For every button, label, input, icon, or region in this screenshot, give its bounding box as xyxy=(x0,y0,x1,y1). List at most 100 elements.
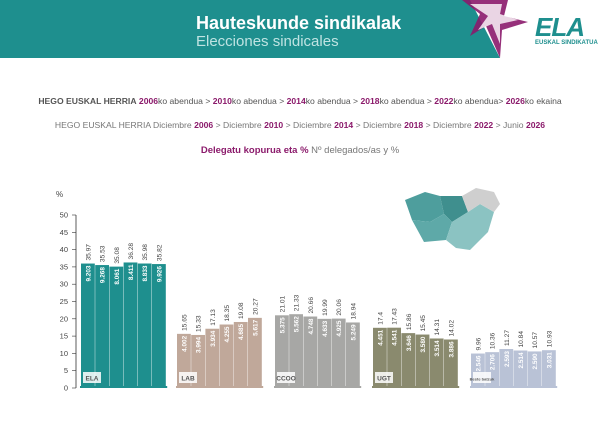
timeline-month: ko ekaina xyxy=(524,96,562,106)
bar-delegates-label: 3.994 xyxy=(196,337,203,353)
bar-delegates-label: 2.514 xyxy=(518,352,525,368)
y-tick-label: 0 xyxy=(64,384,68,393)
bar xyxy=(303,316,318,388)
ela-logo: ELA xyxy=(535,12,585,42)
timeline-separator: > xyxy=(423,120,433,130)
group-logo-box xyxy=(375,372,393,383)
timeline-year: 2010 xyxy=(264,120,284,130)
timeline-year: 2006 xyxy=(138,96,159,106)
timeline-separator: > xyxy=(353,120,363,130)
bar-percent-label: 36.28 xyxy=(128,243,135,260)
bar xyxy=(527,351,542,388)
y-tick-label: 20 xyxy=(60,314,68,323)
group-logo-lab: LAB xyxy=(181,376,195,383)
y-tick-label: 40 xyxy=(60,245,68,254)
timeline-month: ko abendua xyxy=(453,96,499,106)
y-tick-label: 25 xyxy=(60,297,68,306)
bar xyxy=(248,317,262,388)
bar xyxy=(444,339,458,388)
bar-percent-label: 20.27 xyxy=(252,298,259,315)
y-tick-label: 35 xyxy=(60,262,68,271)
timeline-year: 2022 xyxy=(474,120,494,130)
bar-percent-label: 14.02 xyxy=(448,320,455,337)
bar xyxy=(401,333,416,388)
bar-delegates-label: 4.002 xyxy=(181,335,188,351)
timeline-spanish: HEGO EUSKAL HERRIA Diciembre 2006 > Dici… xyxy=(0,120,600,130)
page-title: Hauteskunde sindikalak xyxy=(196,13,402,33)
timeline-month: ko abendua xyxy=(379,96,425,106)
timeline-separator: > xyxy=(276,96,287,106)
bar xyxy=(109,266,124,388)
timeline-month: Diciembre xyxy=(223,120,265,130)
bar xyxy=(275,315,289,388)
bar-delegates-label: 9.926 xyxy=(156,266,163,282)
basque-country-map xyxy=(405,188,500,250)
group-logo-box xyxy=(277,372,295,383)
bar-delegates-label: 5.375 xyxy=(279,317,286,333)
bar-delegates-label: 9.203 xyxy=(85,265,92,281)
bar-percent-label: 10.36 xyxy=(490,332,497,349)
timeline-year: 2026 xyxy=(505,96,525,106)
bar xyxy=(152,264,166,388)
timeline-year: 2026 xyxy=(525,120,546,130)
timeline-year: 2014 xyxy=(286,96,306,106)
timeline-year: 2014 xyxy=(334,120,354,130)
bar xyxy=(429,338,444,388)
timeline-separator: > xyxy=(283,120,293,130)
bar-percent-label: 35.98 xyxy=(142,244,149,261)
bar-delegates-label: 8.833 xyxy=(142,265,149,281)
map-region-gipuzkoa xyxy=(440,196,468,222)
bar-percent-label: 15.65 xyxy=(181,314,188,331)
y-tick-label: 45 xyxy=(60,228,68,237)
bar-delegates-label: 2.590 xyxy=(532,353,539,369)
bar-percent-label: 18.35 xyxy=(224,305,231,322)
timeline-region: HEGO EUSKAL HERRIA xyxy=(38,96,137,106)
bar-delegates-label: 3.514 xyxy=(434,340,441,356)
bar-percent-label: 20.66 xyxy=(308,297,315,314)
bar-percent-label: 14.31 xyxy=(434,319,441,336)
bar-delegates-label: 8.411 xyxy=(128,264,135,280)
group-logo-box xyxy=(83,372,101,383)
bar-percent-label: 21.01 xyxy=(279,295,286,312)
bar xyxy=(137,263,152,388)
timeline-separator: > xyxy=(498,96,506,106)
bar xyxy=(289,314,303,388)
y-axis-label: % xyxy=(56,190,63,199)
timeline-year: 2022 xyxy=(434,96,454,106)
bar-delegates-label: 4.633 xyxy=(322,320,329,336)
timeline-month: Diciembre xyxy=(293,120,335,130)
timeline-separator: > xyxy=(424,96,435,106)
bar-percent-label: 9.96 xyxy=(475,337,482,350)
bar-percent-label: 15.86 xyxy=(406,313,413,330)
bar-percent-label: 10.57 xyxy=(532,332,539,349)
bar-percent-label: 10.93 xyxy=(546,330,553,347)
bar xyxy=(233,321,248,388)
bar-percent-label: 17.13 xyxy=(210,309,217,326)
bar-percent-label: 35.82 xyxy=(156,244,163,261)
bar xyxy=(542,350,556,388)
bar-percent-label: 21.33 xyxy=(294,294,301,311)
bar-delegates-label: 3.646 xyxy=(406,335,413,351)
map-region-iparralde xyxy=(462,188,500,212)
bar-percent-label: 11.27 xyxy=(504,330,511,346)
bar-delegates-label: 4.685 xyxy=(238,324,245,340)
timeline-month: ko abendua xyxy=(305,96,351,106)
bar-delegates-label: 5.617 xyxy=(252,319,259,335)
group-logo-ugt: UGT xyxy=(377,376,391,383)
bar-delegates-label: 4.255 xyxy=(224,326,231,342)
group-logo-ela: ELA xyxy=(86,376,99,383)
bar-percent-label: 19.99 xyxy=(322,299,329,316)
bar-delegates-label: 4.451 xyxy=(377,329,384,345)
bar xyxy=(513,350,528,388)
bar-delegates-label: 3.934 xyxy=(210,330,217,346)
timeline-year: 2018 xyxy=(404,120,424,130)
bar-percent-label: 15.45 xyxy=(420,315,427,332)
map-region-nafarroa xyxy=(446,204,494,250)
bar xyxy=(346,322,360,388)
bar-delegates-label: 5.562 xyxy=(294,316,301,332)
bar xyxy=(317,318,332,388)
chart-subtitle-normal: Nº delegados/as y % xyxy=(308,145,400,156)
y-tick-label: 5 xyxy=(64,366,68,375)
group-logo-ccoo: CCOO xyxy=(276,376,296,383)
timeline-separator: > xyxy=(202,96,213,106)
